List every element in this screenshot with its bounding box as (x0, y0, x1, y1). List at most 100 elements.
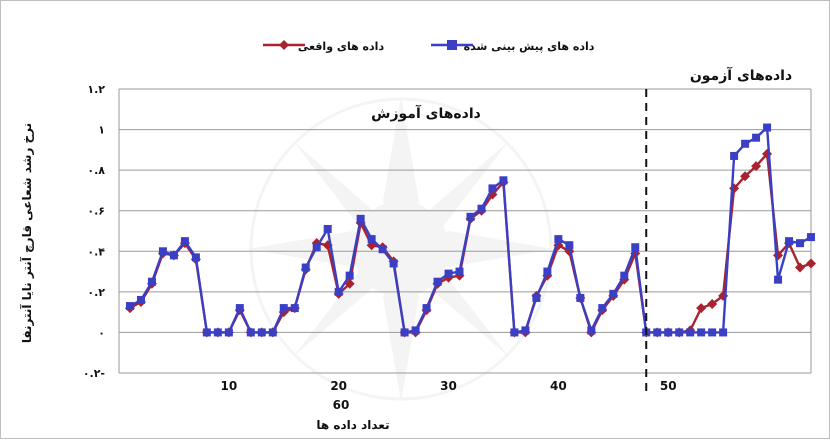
y-tick-label: ۰.۲ (87, 286, 105, 299)
x-axis-label: تعداد داده ها (316, 418, 389, 432)
data-point (598, 304, 607, 313)
data-point (532, 293, 541, 302)
data-point (543, 267, 552, 276)
data-point (323, 224, 332, 233)
data-point (301, 263, 310, 272)
series-layer (124, 123, 816, 338)
data-point (411, 326, 420, 335)
data-point (587, 326, 596, 335)
legend-entry-actual: داده های واقعی (263, 40, 384, 53)
data-point (235, 304, 244, 313)
data-point (763, 123, 772, 132)
y-tick-label: ۰.۴ (87, 245, 105, 258)
data-point (257, 328, 266, 337)
y-tick-label: ۰ (98, 326, 105, 339)
x-tick-label: 50 (660, 379, 677, 393)
x-tick-label: 10 (220, 379, 237, 393)
train-annotation: داده‌های آموزش (371, 104, 481, 122)
data-point (400, 328, 409, 337)
data-point (653, 328, 662, 337)
data-point (147, 277, 156, 286)
data-point (806, 258, 816, 269)
data-point (389, 259, 398, 268)
data-point (576, 293, 585, 302)
data-point (345, 271, 354, 280)
data-point (125, 302, 134, 311)
x-axis-extra-label: 60 (333, 398, 350, 412)
legend-marker-predicted (447, 40, 457, 50)
data-point (378, 245, 387, 254)
data-point (422, 304, 431, 313)
data-point (180, 237, 189, 246)
data-point (312, 243, 321, 252)
data-point (191, 253, 200, 262)
legend-label-predicted: داده های پیش بینی شده (464, 40, 595, 53)
data-point (631, 243, 640, 252)
data-point (730, 151, 739, 160)
x-tick-label: 40 (550, 379, 567, 393)
data-point (477, 204, 486, 213)
data-point (213, 328, 222, 337)
data-point (334, 287, 343, 296)
legend-marker-actual (279, 40, 289, 50)
watermark-seal (248, 96, 554, 402)
x-tick-label: 30 (440, 379, 457, 393)
data-point (664, 328, 673, 337)
y-tick-labels: ۰.۲- ۰ ۰.۲ ۰.۴ ۰.۶ ۰.۸ ۱ ۱.۲ (83, 83, 105, 380)
y-tick-label: ۱.۲ (87, 83, 105, 96)
y-tick-label: ۱ (98, 124, 105, 137)
legend-label-actual: داده های واقعی (298, 40, 385, 53)
data-point (268, 328, 277, 337)
data-point (169, 251, 178, 260)
data-point (697, 328, 706, 337)
data-point (609, 289, 618, 298)
y-tick-label: ۰.۸ (87, 164, 105, 177)
gridlines (118, 88, 812, 374)
data-point (444, 269, 453, 278)
legend: داده های واقعی داده های پیش بینی شده (263, 40, 595, 53)
data-point (620, 271, 629, 280)
data-point (488, 184, 497, 193)
y-tick-label: ۰.۲- (83, 367, 105, 380)
data-point (707, 299, 718, 310)
data-point (466, 212, 475, 221)
data-point (158, 247, 167, 256)
data-point (708, 328, 717, 337)
x-tick-label: 20 (330, 379, 347, 393)
data-point (510, 328, 519, 337)
y-axis-label: نرخ رشد شعاعی قارچ آنتر نایا آنترنفا (19, 123, 34, 343)
data-point (795, 262, 806, 273)
data-point (719, 328, 728, 337)
data-point (433, 277, 442, 286)
data-point (752, 133, 761, 142)
x-tick-labels: 10 20 30 40 50 (220, 379, 676, 393)
data-point (367, 235, 376, 244)
data-point (675, 328, 684, 337)
data-point (796, 239, 805, 248)
data-point (686, 328, 695, 337)
data-point (136, 295, 145, 304)
data-point (499, 176, 508, 185)
data-point (356, 214, 365, 223)
data-point (279, 304, 288, 313)
data-point (290, 304, 299, 313)
series-line (129, 126, 812, 334)
data-point (785, 237, 794, 246)
data-point (455, 267, 464, 276)
data-point (740, 171, 751, 182)
legend-entry-predicted: داده های پیش بینی شده (431, 40, 595, 53)
data-point (741, 139, 750, 148)
y-tick-label: ۰.۶ (87, 205, 105, 218)
data-point (565, 241, 574, 250)
data-point (521, 326, 530, 335)
data-point (696, 303, 707, 314)
data-point (224, 328, 233, 337)
data-point (774, 275, 783, 284)
data-point (554, 235, 563, 244)
data-point (751, 161, 762, 172)
series-predicted (125, 123, 815, 337)
data-point (246, 328, 255, 337)
test-annotation: داده‌های آزمون (690, 66, 792, 84)
